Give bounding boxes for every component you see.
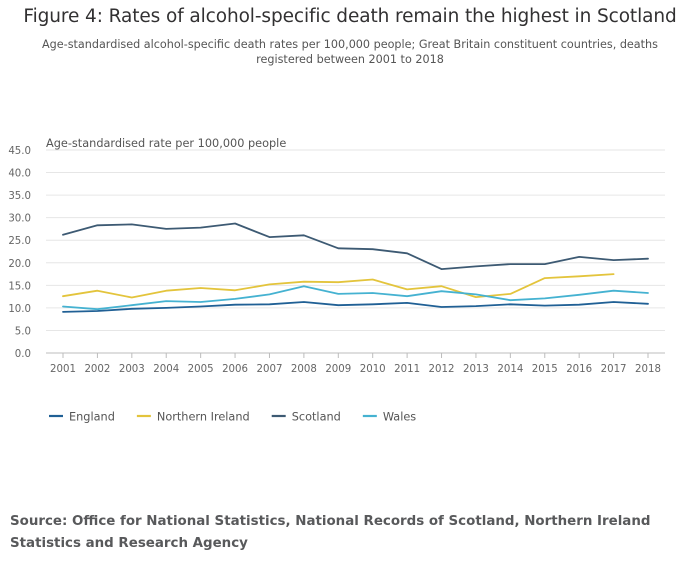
x-tick-label: 2009 [325,364,351,375]
x-tick-label: 2008 [291,364,317,375]
y-tick-label: 35.0 [8,191,31,202]
y-axis-ticks: 0.0 5.0 10.0 15.0 20.0 25.0 30.0 35.0 40.0 45.0 [8,146,31,360]
y-tick-label: 45.0 [8,146,31,157]
series-line-wales[interactable] [62,285,649,311]
x-tick-label: 2003 [119,364,145,375]
x-tick-label: 2001 [50,364,76,375]
x-tick-label: 2002 [84,364,110,375]
y-tick-label: 25.0 [8,236,31,247]
y-axis-label: Age-standardised rate per 100,000 people [46,137,286,150]
source-note: Source: Office for National Statistics, … [10,514,651,551]
series-line-england[interactable] [62,301,649,313]
y-tick-label: 5.0 [15,326,31,337]
y-tick-label: 40.0 [8,169,31,180]
legend-label-northern-ireland[interactable]: Northern Ireland [157,411,250,424]
x-tick-label: 2007 [257,364,283,375]
x-tick-label: 2012 [429,364,455,375]
x-tick-label: 2015 [532,364,558,375]
x-axis-ticks: 2001 2002 2003 2004 2005 2006 2007 2008 2009 2010… [50,353,661,375]
chart-title: Figure 4: Rates of alcohol-specific deat… [23,6,677,27]
x-tick-label: 2011 [394,364,420,375]
legend: England Northern Ireland Scotland Wales [49,411,416,424]
gridlines [46,149,665,354]
x-tick-label: 2004 [153,364,179,375]
series-line-northern-ireland[interactable] [62,273,615,299]
y-tick-label: 20.0 [8,259,31,270]
x-tick-label: 2014 [497,364,523,375]
legend-label-wales[interactable]: Wales [383,411,416,424]
line-chart: Age-standardised rate per 100,000 people… [8,137,665,424]
legend-label-england[interactable]: England [69,411,115,424]
x-tick-label: 2006 [222,364,248,375]
y-tick-label: 0.0 [15,349,31,360]
y-tick-label: 30.0 [8,214,31,225]
y-tick-label: 10.0 [8,304,31,315]
y-tick-label: 15.0 [8,281,31,292]
x-tick-label: 2010 [360,364,386,375]
series-lines [62,222,649,313]
x-tick-label: 2005 [188,364,214,375]
x-tick-label: 2017 [601,364,627,375]
x-tick-label: 2016 [566,364,592,375]
legend-label-scotland[interactable]: Scotland [292,411,341,424]
x-tick-label: 2018 [635,364,661,375]
series-line-scotland[interactable] [62,222,649,271]
chart-subtitle: Age-standardised alcohol-specific death … [42,38,658,66]
x-tick-label: 2013 [463,364,489,375]
